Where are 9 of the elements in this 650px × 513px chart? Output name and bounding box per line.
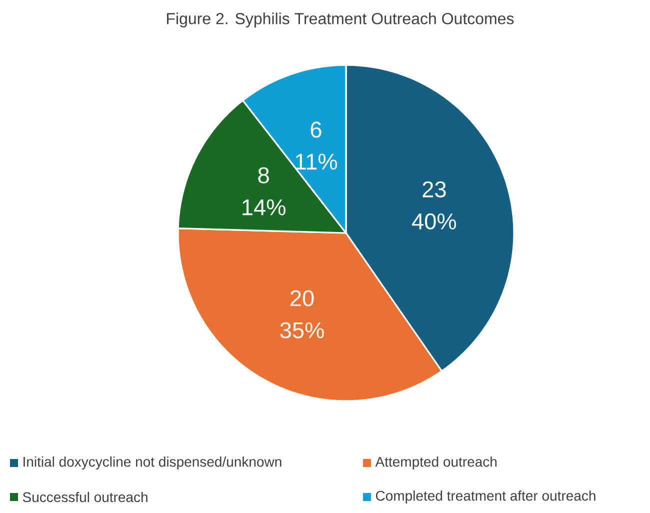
data-label: 6 11%	[296, 122, 338, 170]
chart-title: Figure 2. Syphilis Treatment Outreach Outcomes	[167, 12, 514, 28]
data-label: 23 40%	[412, 181, 456, 230]
legend-label: Completed treatment after outreach	[376, 490, 596, 504]
legend-label: Attempted outreach	[375, 456, 497, 470]
data-label: 8 14%	[242, 167, 286, 216]
legend-label: Initial doxycycline not dispensed/unknown	[24, 456, 282, 470]
legend-label: Successful outreach	[22, 492, 148, 502]
data-label: 20 35%	[280, 290, 324, 338]
